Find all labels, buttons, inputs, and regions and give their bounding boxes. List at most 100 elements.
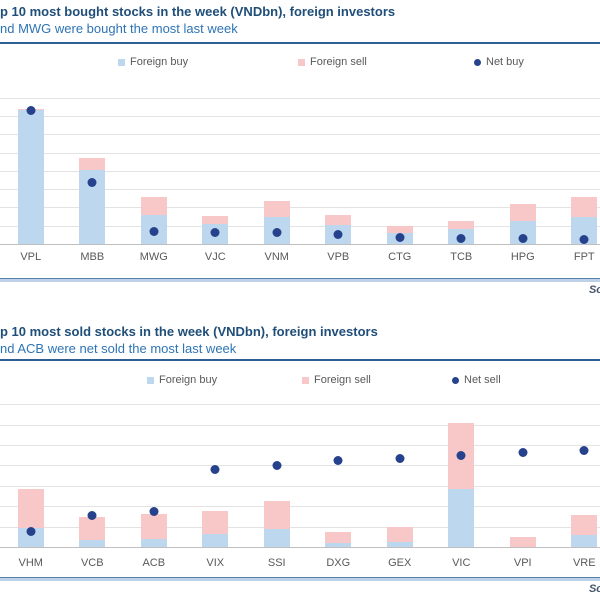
net-buy-dot <box>456 233 466 243</box>
net-sell-dot <box>456 450 466 460</box>
stacked-bar <box>17 95 44 245</box>
gridline <box>0 225 600 227</box>
chart-subtitle: nd MWG were bought the most last week <box>0 21 238 36</box>
gridline <box>0 207 600 209</box>
net-sell-dot <box>149 506 159 516</box>
net-buy-dot <box>210 227 220 237</box>
net-sell-dot <box>272 461 282 471</box>
gridline <box>0 465 600 467</box>
net-sell-dot <box>26 527 36 537</box>
gridline <box>0 424 600 426</box>
square-marker-icon <box>118 58 125 66</box>
bar-column-fpt <box>554 95 600 245</box>
x-axis-label: MWG <box>139 251 168 263</box>
foreign-buy-segment <box>202 534 229 548</box>
legend-label: Foreign sell <box>314 374 371 386</box>
net-sell-dot <box>87 510 97 520</box>
x-axis-label: VNM <box>264 251 289 263</box>
source-label: So <box>588 583 600 595</box>
gridline <box>0 526 600 528</box>
foreign-sell-segment <box>386 225 413 233</box>
bar-column-mbb <box>62 95 124 245</box>
bar-column-vpi <box>492 400 554 548</box>
gridline <box>0 404 600 406</box>
foreign-buy-segment <box>571 535 598 548</box>
x-axis-label: VJC <box>204 251 226 263</box>
net-sell-dot <box>518 448 528 458</box>
foreign-sell-segment <box>140 197 167 215</box>
stacked-bar <box>263 400 290 548</box>
bar-column-vnm <box>246 95 308 245</box>
x-axis-label: DXG <box>326 557 351 569</box>
chart-subtitle: nd ACB were net sold the most last week <box>0 341 237 356</box>
foreign-sell-segment <box>202 215 229 225</box>
foreign-sell-segment <box>509 204 536 222</box>
stacked-bar <box>448 400 475 548</box>
net-buy-dot <box>272 228 282 238</box>
foreign-buy-segment <box>79 540 106 548</box>
foreign-sell-segment <box>448 221 475 230</box>
stacked-bar <box>509 95 536 245</box>
stacked-bar <box>386 400 413 548</box>
foreign-buy-segment <box>325 543 352 548</box>
stacked-bar <box>509 400 536 548</box>
stacked-bar <box>571 95 598 245</box>
bar-column-ctg <box>369 95 431 245</box>
x-axis-label: HPG <box>510 251 535 263</box>
source-label: So <box>588 284 600 296</box>
x-axis-label: SSI <box>267 557 286 569</box>
x-axis-label: VPL <box>20 251 42 263</box>
foreign-buy-segment <box>448 489 475 548</box>
gridline <box>0 134 600 136</box>
bar-columns <box>0 400 600 548</box>
chart-title: p 10 most sold stocks in the week (VNDbn… <box>0 324 378 339</box>
foreign-sell-segment <box>571 514 598 536</box>
bar-column-vre <box>554 400 600 548</box>
legend: Foreign buy Foreign sell Net buy <box>0 56 600 72</box>
bar-column-tcb <box>431 95 493 245</box>
legend: Foreign buy Foreign sell Net sell <box>0 374 600 390</box>
stacked-bar <box>140 95 167 245</box>
gridline <box>0 444 600 446</box>
net-buy-dot <box>579 234 589 244</box>
bar-column-dxg <box>308 400 370 548</box>
net-sell-dot <box>579 445 589 455</box>
x-axis-line <box>0 244 600 245</box>
gridline <box>0 189 600 191</box>
stacked-bar <box>202 400 229 548</box>
x-axis-label: MBB <box>80 251 105 263</box>
foreign-sell-segment <box>202 511 229 535</box>
title-divider <box>0 42 600 44</box>
stacked-bar <box>140 400 167 548</box>
bar-column-vjc <box>185 95 247 245</box>
foreign-sell-segment <box>79 516 106 541</box>
foreign-buy-segment <box>263 529 290 548</box>
net-buy-dot <box>149 227 159 237</box>
stacked-bar <box>202 95 229 245</box>
bar-column-vhm <box>0 400 62 548</box>
bar-column-acb <box>123 400 185 548</box>
x-axis-label: VRE <box>572 557 596 569</box>
foreign-sell-segment <box>325 215 352 226</box>
x-axis-label: ACB <box>142 557 166 569</box>
title-divider <box>0 359 600 361</box>
dot-marker-icon <box>474 58 481 66</box>
stacked-bar <box>386 95 413 245</box>
x-axis-line <box>0 547 600 548</box>
foreign-buy-segment <box>17 527 44 548</box>
net-buy-dot <box>87 178 97 188</box>
x-axis-label: VIX <box>206 557 225 569</box>
gridline <box>0 506 600 508</box>
stacked-bar <box>79 400 106 548</box>
bar-column-vic <box>431 400 493 548</box>
x-axis-labels: VHM VCB ACB VIX SSI DXG GEX VIC VPI VRE <box>0 557 600 569</box>
legend-item-foreign-sell: Foreign sell <box>298 56 367 68</box>
legend-item-net-sell: Net sell <box>452 374 501 386</box>
foreign-buy-segment <box>140 538 167 548</box>
stacked-bar <box>79 95 106 245</box>
foreign-sell-segment <box>509 537 536 547</box>
net-buy-dot <box>26 106 36 116</box>
net-buy-dot <box>333 229 343 239</box>
x-axis-label: VCB <box>80 557 104 569</box>
